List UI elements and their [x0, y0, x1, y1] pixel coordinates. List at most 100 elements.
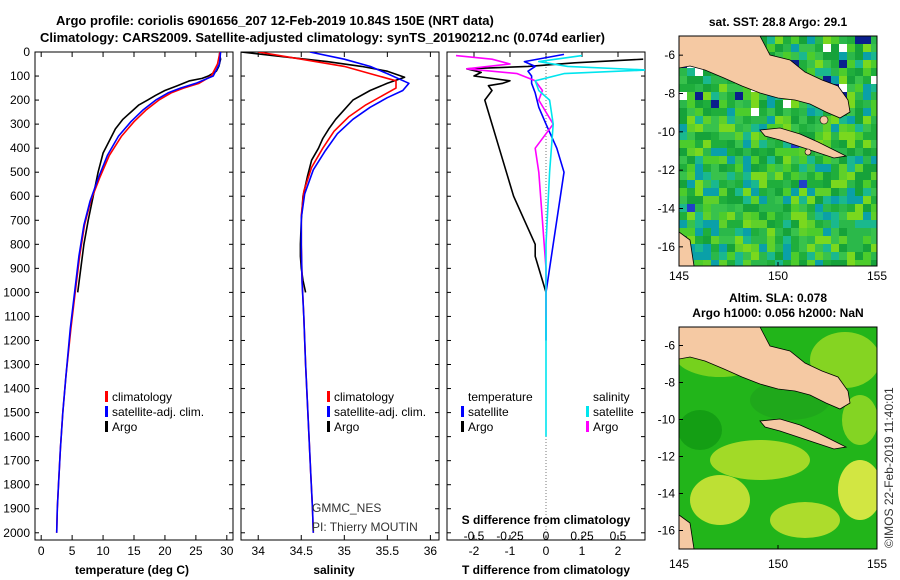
sst-cell	[855, 164, 863, 172]
sst-cell	[767, 252, 775, 260]
sst-cell	[807, 220, 815, 228]
sst-cell	[711, 212, 719, 220]
sst-cell	[807, 252, 815, 260]
sst-cell	[735, 244, 743, 252]
sst-cell	[855, 212, 863, 220]
sst-cell	[767, 108, 775, 116]
sst-cell	[759, 92, 767, 100]
sst-cell	[783, 236, 791, 244]
sst-cell	[711, 260, 719, 266]
sst-cell	[831, 204, 839, 212]
sst-cell	[703, 252, 711, 260]
sst-cell	[799, 148, 807, 156]
sst-cell	[727, 164, 735, 172]
sst-cell	[679, 172, 687, 180]
depth-tick-label: 700	[10, 213, 30, 227]
sst-cell	[687, 132, 695, 140]
sst-cell	[767, 220, 775, 228]
sst-cell	[791, 52, 799, 60]
legend-climatology-swatch	[105, 391, 108, 402]
sst-cell	[695, 76, 703, 84]
sst-cell	[839, 148, 847, 156]
sst-cell	[807, 260, 815, 266]
sst-cell	[775, 164, 783, 172]
sst-cell	[839, 204, 847, 212]
sdiff-top-xlabel: S difference from climatology	[462, 513, 631, 527]
sst-cell	[831, 68, 839, 76]
sst-cell	[839, 228, 847, 236]
series-line-climatology	[258, 52, 397, 533]
legend-t-argo-label: Argo	[468, 420, 494, 434]
sst-cell	[703, 188, 711, 196]
depth-tick-label: 1100	[4, 309, 30, 323]
sst-cell	[751, 116, 759, 124]
sst-cell	[711, 76, 719, 84]
s-diff-tick-label: 0.5	[610, 529, 627, 543]
sst-cell	[711, 100, 719, 108]
sst-cell	[775, 252, 783, 260]
sst-cell	[871, 204, 877, 212]
sst-cell	[863, 52, 871, 60]
sst-cell	[703, 76, 711, 84]
map-y-tick-label: -10	[658, 125, 676, 139]
sst-cell	[695, 140, 703, 148]
sst-cell	[759, 164, 767, 172]
sst-cell	[775, 228, 783, 236]
sst-cell	[727, 92, 735, 100]
sst-cell	[871, 84, 877, 92]
sst-cell	[855, 68, 863, 76]
sst-cell	[743, 228, 751, 236]
depth-tick-label: 1700	[3, 454, 30, 468]
sst-cell	[831, 164, 839, 172]
sst-cell	[735, 124, 743, 132]
sst-cell	[687, 68, 695, 76]
sst-cell	[735, 172, 743, 180]
series-line-temperature-satellite	[523, 53, 565, 341]
sst-cell	[863, 140, 871, 148]
s-diff-tick-label: -0.25	[496, 529, 524, 543]
sst-cell	[727, 140, 735, 148]
sst-cell	[767, 44, 775, 52]
x-tick-label: 2	[615, 544, 622, 558]
sst-cell	[679, 196, 687, 204]
sst-cell	[799, 124, 807, 132]
sst-cell	[727, 236, 735, 244]
legend-s-argo-swatch	[586, 421, 589, 432]
sst-cell	[807, 164, 815, 172]
legend-t-satellite-swatch	[461, 406, 464, 417]
sst-cell	[719, 236, 727, 244]
sst-cell	[839, 236, 847, 244]
sst-cell	[751, 172, 759, 180]
sst-cell	[679, 132, 687, 140]
salinity-lines	[241, 52, 410, 533]
sst-cell	[831, 124, 839, 132]
sst-cell	[799, 188, 807, 196]
sst-cell	[719, 148, 727, 156]
sst-cell	[727, 244, 735, 252]
sst-cell	[703, 140, 711, 148]
sst-cell	[823, 132, 831, 140]
sst-cell	[735, 204, 743, 212]
sst-cell	[863, 196, 871, 204]
sst-cell	[815, 244, 823, 252]
sst-cell	[759, 236, 767, 244]
sst-cell	[823, 260, 831, 266]
sst-cell	[871, 156, 877, 164]
sst-cell	[815, 204, 823, 212]
sst-cell	[831, 252, 839, 260]
sst-cell	[679, 164, 687, 172]
legend-climatology-label: climatology	[334, 390, 394, 404]
sst-cell	[847, 68, 855, 76]
sst-cell	[799, 116, 807, 124]
sst-cell	[767, 164, 775, 172]
x-tick-label: 35	[338, 544, 352, 558]
sst-cell	[871, 76, 877, 84]
sst-cell	[735, 84, 743, 92]
sst-cell	[815, 116, 823, 124]
sst-cell	[807, 244, 815, 252]
sst-cell	[783, 156, 791, 164]
sst-cell	[767, 172, 775, 180]
sst-cell	[695, 156, 703, 164]
sst-cell	[695, 68, 703, 76]
sst-cell	[823, 164, 831, 172]
